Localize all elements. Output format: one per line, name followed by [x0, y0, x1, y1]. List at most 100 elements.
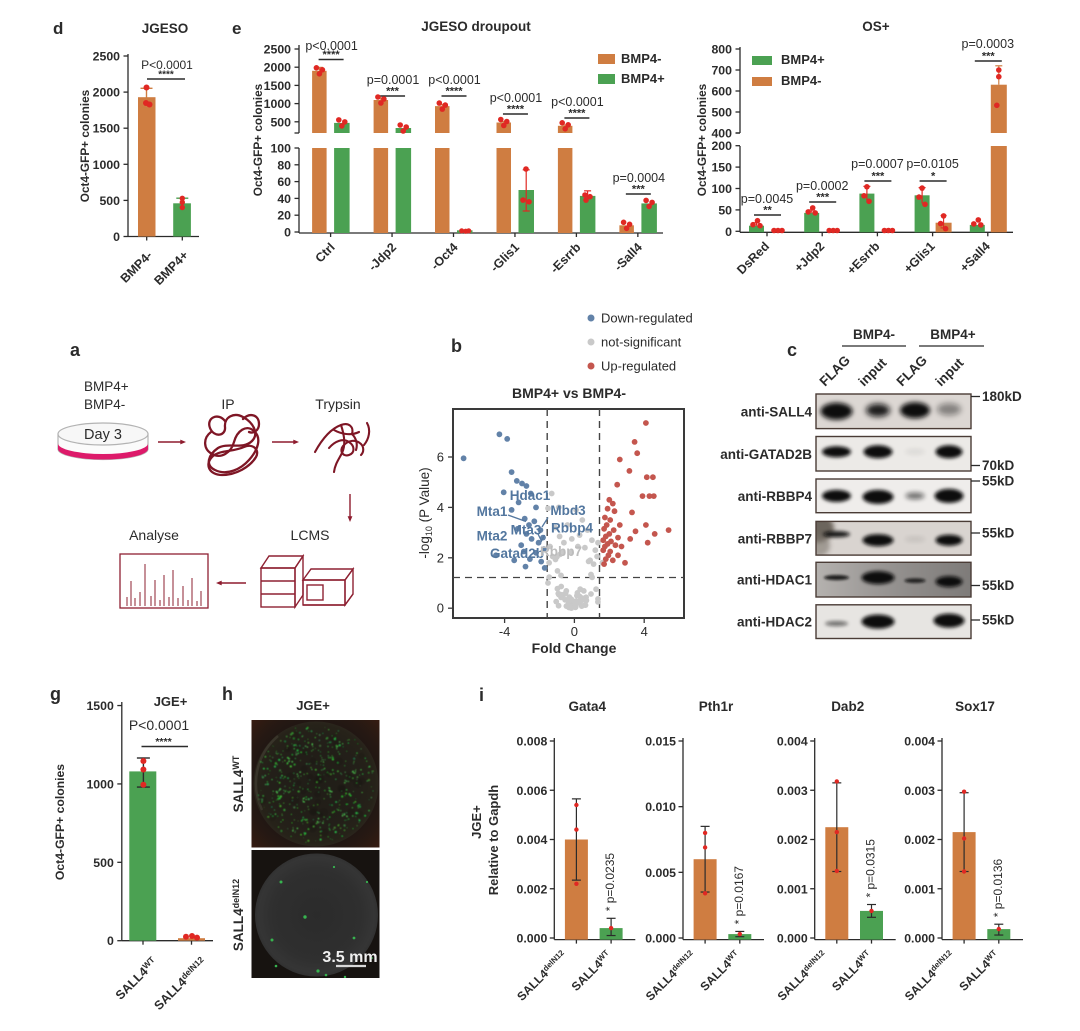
svg-text:0.004: 0.004: [904, 735, 935, 749]
svg-text:Hdac1: Hdac1: [510, 488, 551, 503]
svg-text:0: 0: [284, 226, 291, 240]
svg-text:-4: -4: [499, 624, 511, 639]
svg-text:***: ***: [632, 184, 646, 196]
svg-text:BMP4-: BMP4-: [853, 327, 895, 342]
svg-text:0.004: 0.004: [517, 833, 548, 847]
svg-text:P<0.0001: P<0.0001: [141, 58, 193, 72]
svg-text:* p=0.0315: * p=0.0315: [864, 839, 878, 898]
svg-text:anti-SALL4: anti-SALL4: [741, 404, 813, 419]
svg-text:0: 0: [437, 601, 444, 616]
svg-text:b: b: [451, 336, 462, 356]
svg-text:a: a: [70, 340, 81, 360]
svg-text:JGE+: JGE+: [296, 698, 330, 713]
svg-text:3.5 mm: 3.5 mm: [322, 949, 377, 966]
svg-text:500: 500: [711, 106, 732, 120]
svg-text:4: 4: [437, 500, 444, 515]
svg-text:c: c: [787, 340, 797, 360]
svg-text:* p=0.0136: * p=0.0136: [991, 858, 1005, 917]
svg-text:2000: 2000: [264, 61, 292, 75]
svg-text:0.001: 0.001: [904, 882, 935, 896]
svg-text:Mta2: Mta2: [477, 529, 508, 544]
svg-text:0.000: 0.000: [517, 932, 548, 946]
svg-text:2: 2: [437, 550, 444, 565]
svg-text:****: ****: [155, 736, 172, 748]
svg-text:p<0.0001: p<0.0001: [305, 39, 358, 53]
svg-text:Fold Change: Fold Change: [532, 640, 617, 656]
svg-text:0.005: 0.005: [645, 866, 676, 880]
svg-text:0.002: 0.002: [777, 833, 808, 847]
svg-text:d: d: [53, 19, 63, 38]
svg-text:p<0.0001: p<0.0001: [551, 95, 604, 109]
svg-text:****: ****: [568, 108, 586, 120]
svg-text:0: 0: [725, 225, 732, 239]
svg-text:500: 500: [93, 856, 114, 870]
svg-text:Day 3: Day 3: [84, 427, 122, 443]
svg-text:80: 80: [277, 158, 291, 172]
svg-text:i: i: [479, 685, 484, 705]
svg-text:not-significant: not-significant: [601, 335, 682, 350]
svg-text:BMP4+: BMP4+: [621, 71, 665, 86]
svg-text:0.000: 0.000: [777, 932, 808, 946]
svg-text:20: 20: [277, 209, 291, 223]
svg-text:40: 40: [277, 192, 291, 206]
svg-text:* p=0.0167: * p=0.0167: [732, 866, 746, 925]
svg-text:LCMS: LCMS: [291, 527, 330, 543]
svg-text:BMP4-: BMP4-: [621, 51, 661, 66]
svg-text:0.002: 0.002: [904, 833, 935, 847]
svg-text:0.002: 0.002: [517, 882, 548, 896]
svg-text:**: **: [763, 205, 772, 217]
svg-text:Gatad2b: Gatad2b: [490, 546, 544, 561]
svg-text:*: *: [931, 171, 936, 183]
svg-text:anti-RBBP7: anti-RBBP7: [738, 531, 812, 546]
svg-text:JGE+: JGE+: [154, 694, 188, 709]
svg-text:BMP4+ vs BMP4-: BMP4+ vs BMP4-: [512, 385, 626, 401]
svg-text:Oct4-GFP+ colonies: Oct4-GFP+ colonies: [78, 89, 92, 202]
svg-text:****: ****: [445, 86, 463, 98]
svg-text:***: ***: [816, 192, 830, 204]
svg-text:****: ****: [323, 49, 341, 61]
svg-text:BMP4+: BMP4+: [781, 52, 825, 67]
svg-text:400: 400: [711, 127, 732, 141]
svg-text:OS+: OS+: [862, 19, 890, 34]
svg-text:2000: 2000: [93, 86, 121, 100]
svg-text:0: 0: [113, 230, 120, 244]
svg-text:Mta1: Mta1: [477, 504, 508, 519]
svg-text:0.001: 0.001: [777, 882, 808, 896]
svg-text:55kD: 55kD: [982, 578, 1015, 593]
svg-text:0.010: 0.010: [645, 800, 676, 814]
svg-text:500: 500: [99, 194, 120, 208]
svg-text:1000: 1000: [93, 158, 121, 172]
svg-text:2500: 2500: [93, 50, 121, 64]
svg-text:P<0.0001: P<0.0001: [129, 717, 190, 733]
svg-text:Down-regulated: Down-regulated: [601, 311, 693, 326]
svg-text:h: h: [222, 684, 233, 704]
svg-text:0.003: 0.003: [904, 784, 935, 798]
svg-text:1500: 1500: [264, 79, 292, 93]
svg-text:***: ***: [982, 51, 996, 63]
svg-text:Sox17: Sox17: [955, 699, 995, 714]
svg-text:g: g: [50, 684, 61, 704]
svg-text:Oct4-GFP+ colonies: Oct4-GFP+ colonies: [251, 83, 265, 196]
svg-text:Oct4-GFP+ colonies: Oct4-GFP+ colonies: [695, 83, 709, 196]
svg-text:0: 0: [571, 624, 578, 639]
svg-text:70kD: 70kD: [982, 458, 1015, 473]
svg-text:55kD: 55kD: [982, 613, 1015, 628]
svg-text:anti-HDAC2: anti-HDAC2: [737, 615, 812, 630]
svg-text:Oct4-GFP+ colonies: Oct4-GFP+ colonies: [53, 764, 67, 880]
svg-text:p<0.0001: p<0.0001: [490, 91, 543, 105]
svg-text:50: 50: [718, 203, 732, 217]
svg-text:* p=0.0235: * p=0.0235: [603, 853, 617, 912]
svg-text:Trypsin: Trypsin: [315, 396, 360, 412]
svg-text:Rbbp7: Rbbp7: [540, 544, 582, 559]
svg-text:BMP4+: BMP4+: [84, 379, 129, 394]
svg-text:Gata4: Gata4: [569, 699, 607, 714]
svg-text:***: ***: [871, 171, 885, 183]
svg-text:500: 500: [270, 115, 291, 129]
svg-text:1000: 1000: [86, 777, 114, 791]
svg-text:700: 700: [711, 64, 732, 78]
svg-text:-log10 (P Value): -log10 (P Value): [417, 467, 434, 558]
svg-text:Dab2: Dab2: [831, 699, 864, 714]
svg-text:Mbd3: Mbd3: [550, 503, 586, 518]
svg-text:Mta3: Mta3: [511, 523, 542, 538]
svg-text:****: ****: [507, 104, 525, 116]
